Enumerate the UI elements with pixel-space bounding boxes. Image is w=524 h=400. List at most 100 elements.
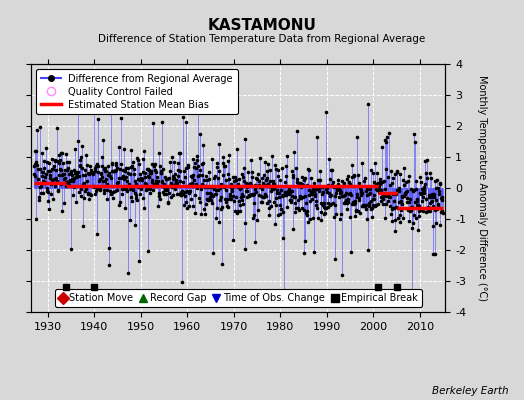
Point — [247, 174, 256, 180]
Point — [300, 177, 309, 183]
Point — [155, 190, 163, 196]
Point — [417, 206, 425, 213]
Point — [183, 188, 191, 194]
Point — [117, 175, 126, 182]
Point — [312, 202, 321, 208]
Point — [108, 160, 117, 167]
Point — [205, 196, 213, 203]
Point — [328, 182, 336, 188]
Point — [214, 175, 223, 182]
Point — [78, 165, 86, 171]
Point — [282, 204, 291, 210]
Point — [312, 198, 320, 205]
Point — [311, 190, 319, 197]
Point — [37, 150, 46, 156]
Point — [141, 186, 150, 193]
Point — [50, 162, 59, 169]
Point — [103, 196, 111, 202]
Point — [221, 196, 229, 202]
Point — [338, 193, 346, 200]
Point — [100, 190, 108, 196]
Point — [202, 173, 211, 180]
Point — [195, 172, 203, 179]
Point — [52, 175, 60, 182]
Point — [292, 176, 301, 182]
Point — [401, 191, 410, 198]
Point — [211, 190, 220, 197]
Point — [402, 179, 410, 185]
Point — [349, 200, 357, 206]
Point — [277, 187, 285, 193]
Point — [62, 179, 70, 185]
Point — [48, 166, 57, 172]
Point — [140, 180, 149, 186]
Point — [391, 191, 400, 197]
Point — [193, 157, 201, 164]
Point — [106, 174, 115, 181]
Point — [355, 197, 363, 203]
Point — [323, 189, 331, 195]
Point — [247, 157, 255, 163]
Point — [96, 186, 104, 192]
Point — [187, 172, 195, 179]
Point — [358, 202, 367, 208]
Point — [326, 202, 334, 208]
Point — [274, 166, 282, 173]
Point — [384, 192, 392, 199]
Point — [319, 189, 327, 195]
Point — [40, 165, 48, 171]
Point — [276, 176, 285, 183]
Point — [256, 184, 264, 190]
Point — [167, 180, 175, 186]
Point — [344, 199, 352, 206]
Point — [204, 183, 212, 190]
Point — [266, 188, 275, 194]
Point — [219, 171, 227, 178]
Point — [31, 216, 40, 222]
Point — [114, 179, 122, 185]
Point — [269, 177, 277, 184]
Point — [156, 196, 164, 202]
Point — [270, 181, 279, 187]
Point — [147, 178, 156, 185]
Point — [268, 186, 277, 192]
Point — [88, 170, 96, 176]
Point — [124, 164, 132, 171]
Point — [411, 214, 420, 221]
Point — [137, 186, 145, 192]
Point — [97, 170, 105, 177]
Point — [420, 184, 429, 191]
Point — [50, 180, 58, 187]
Point — [92, 163, 101, 170]
Point — [321, 210, 329, 217]
Point — [363, 186, 371, 192]
Point — [262, 182, 270, 188]
Point — [65, 182, 73, 188]
Point — [220, 163, 228, 170]
Point — [438, 197, 446, 203]
Point — [329, 183, 337, 190]
Point — [39, 178, 47, 184]
Point — [157, 170, 165, 177]
Point — [204, 169, 213, 176]
Point — [269, 184, 278, 191]
Point — [86, 163, 94, 169]
Point — [291, 205, 300, 211]
Point — [350, 201, 358, 207]
Point — [380, 137, 389, 144]
Point — [144, 248, 152, 254]
Point — [163, 186, 171, 192]
Point — [352, 206, 360, 213]
Point — [303, 208, 312, 214]
Point — [253, 217, 261, 224]
Point — [142, 181, 150, 187]
Point — [408, 296, 417, 302]
Point — [270, 198, 278, 205]
Point — [163, 200, 172, 206]
Point — [423, 208, 432, 215]
Point — [391, 217, 399, 223]
Point — [40, 158, 48, 164]
Point — [258, 198, 266, 205]
Point — [153, 174, 161, 180]
Point — [125, 183, 133, 190]
